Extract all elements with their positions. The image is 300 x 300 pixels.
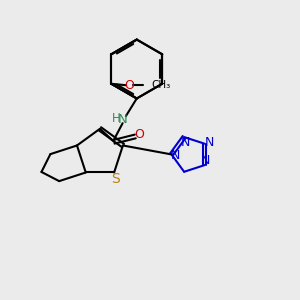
- Text: N: N: [118, 113, 128, 126]
- Text: O: O: [134, 128, 144, 142]
- Text: CH₃: CH₃: [151, 80, 170, 90]
- Text: O: O: [124, 79, 134, 92]
- Text: H: H: [112, 112, 121, 125]
- Text: N: N: [200, 154, 210, 166]
- Text: N: N: [205, 136, 214, 149]
- Text: N: N: [170, 149, 180, 162]
- Text: N: N: [181, 136, 190, 148]
- Text: S: S: [111, 172, 120, 186]
